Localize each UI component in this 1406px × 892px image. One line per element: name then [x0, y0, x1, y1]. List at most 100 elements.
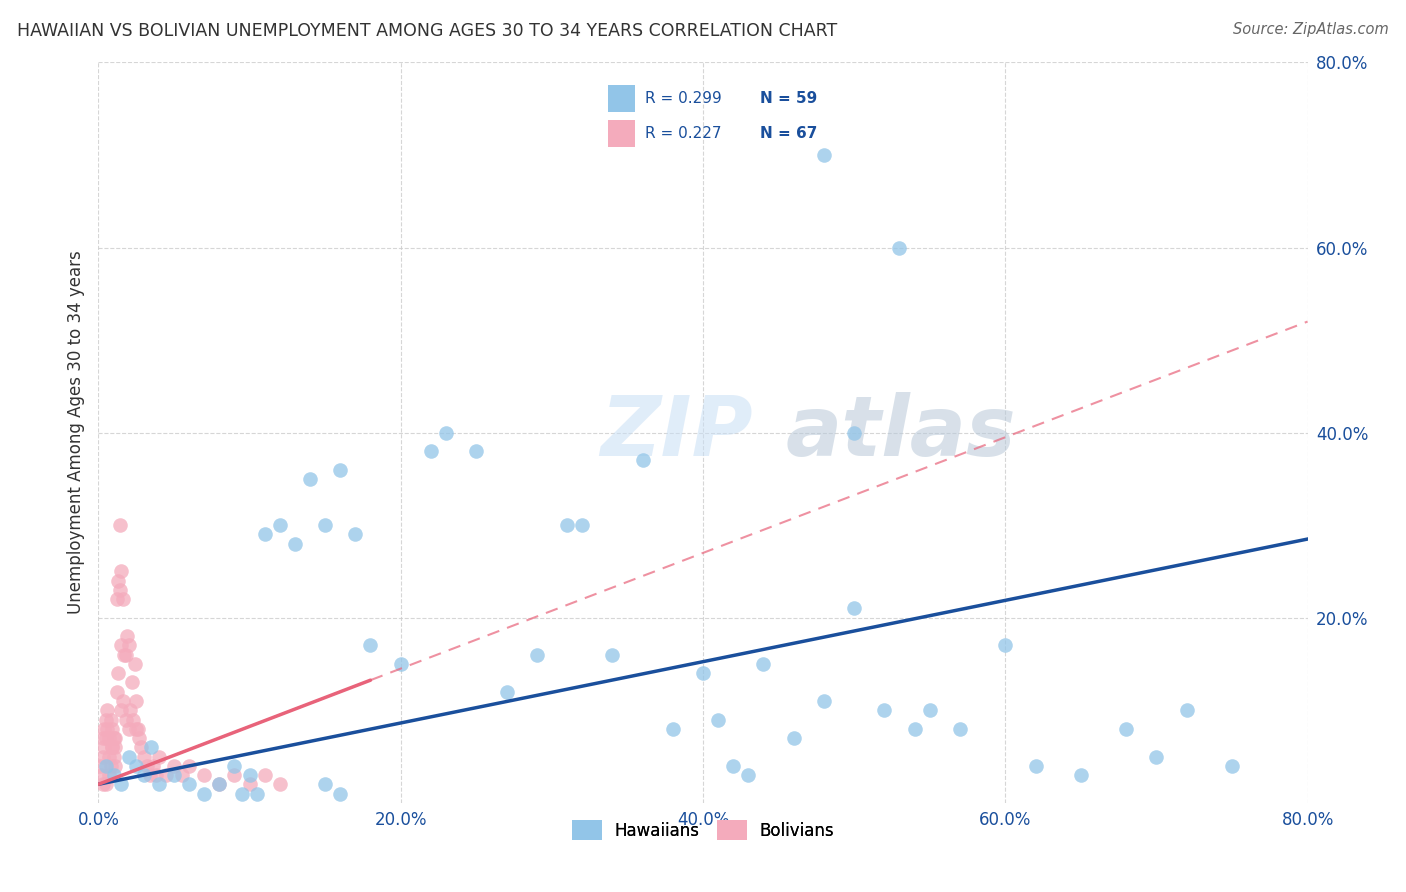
Point	[193, 768, 215, 782]
Point	[1175, 703, 1198, 717]
Point	[110, 703, 132, 717]
Point	[224, 768, 246, 782]
Point	[737, 768, 759, 782]
Point	[1070, 768, 1092, 782]
Point	[752, 657, 775, 671]
Point	[208, 777, 231, 791]
Point	[94, 731, 117, 745]
Point	[110, 565, 132, 579]
Point	[239, 777, 262, 791]
Point	[103, 749, 125, 764]
Point	[112, 648, 135, 662]
Point	[269, 777, 291, 791]
Point	[314, 777, 336, 791]
Point	[269, 518, 291, 533]
Point	[284, 536, 307, 550]
Point	[873, 703, 896, 717]
Point	[231, 787, 253, 801]
Point	[118, 722, 141, 736]
Point	[101, 722, 124, 736]
Point	[360, 639, 382, 653]
Point	[98, 749, 121, 764]
Text: ZIP: ZIP	[600, 392, 752, 473]
Point	[129, 740, 152, 755]
Point	[93, 740, 115, 755]
Point	[104, 758, 127, 772]
Point	[107, 574, 129, 588]
Point	[96, 722, 118, 736]
Point	[602, 648, 624, 662]
Point	[163, 768, 186, 782]
Point	[1024, 758, 1046, 772]
Point	[389, 657, 412, 671]
Text: atlas: atlas	[785, 392, 1017, 473]
Point	[89, 758, 111, 772]
Point	[139, 768, 162, 782]
Point	[104, 740, 127, 755]
Point	[239, 768, 262, 782]
Point	[707, 713, 730, 727]
Point	[299, 472, 322, 486]
Point	[91, 777, 114, 791]
Point	[246, 787, 269, 801]
Point	[465, 444, 488, 458]
Point	[193, 787, 215, 801]
Point	[813, 694, 835, 708]
Point	[148, 777, 170, 791]
Point	[661, 722, 683, 736]
Point	[141, 740, 163, 755]
Point	[813, 148, 835, 162]
Point	[224, 758, 246, 772]
Point	[93, 722, 115, 736]
Point	[918, 703, 941, 717]
Point	[889, 240, 911, 255]
Point	[1115, 722, 1137, 736]
Point	[98, 731, 121, 745]
Point	[110, 639, 132, 653]
Point	[253, 527, 276, 541]
Point	[420, 444, 443, 458]
Point	[105, 592, 128, 607]
Point	[118, 749, 141, 764]
Point	[145, 768, 167, 782]
Point	[100, 713, 122, 727]
Point	[1144, 749, 1167, 764]
Point	[125, 722, 148, 736]
Point	[434, 425, 457, 440]
Point	[108, 518, 131, 533]
Point	[844, 601, 866, 615]
Point	[344, 527, 367, 541]
Point	[631, 453, 654, 467]
Point	[101, 740, 124, 755]
Point	[329, 787, 352, 801]
Point	[555, 518, 578, 533]
Point	[98, 768, 121, 782]
Point	[949, 722, 972, 736]
Point	[495, 685, 517, 699]
Point	[108, 582, 131, 597]
Point	[179, 777, 201, 791]
Point	[91, 749, 114, 764]
Point	[208, 777, 231, 791]
Point	[107, 666, 129, 681]
Point	[571, 518, 593, 533]
Point	[253, 768, 276, 782]
Point	[91, 731, 114, 745]
Point	[124, 657, 146, 671]
Point	[120, 703, 142, 717]
Point	[132, 768, 155, 782]
Point	[114, 713, 136, 727]
Point	[526, 648, 548, 662]
Point	[96, 703, 118, 717]
Point	[114, 648, 136, 662]
Point	[125, 694, 148, 708]
Point	[132, 749, 155, 764]
Point	[94, 758, 117, 772]
Point	[111, 592, 134, 607]
Point	[115, 629, 138, 643]
Point	[179, 758, 201, 772]
Point	[163, 758, 186, 772]
Text: HAWAIIAN VS BOLIVIAN UNEMPLOYMENT AMONG AGES 30 TO 34 YEARS CORRELATION CHART: HAWAIIAN VS BOLIVIAN UNEMPLOYMENT AMONG …	[17, 22, 837, 40]
Point	[103, 768, 125, 782]
Point	[904, 722, 927, 736]
